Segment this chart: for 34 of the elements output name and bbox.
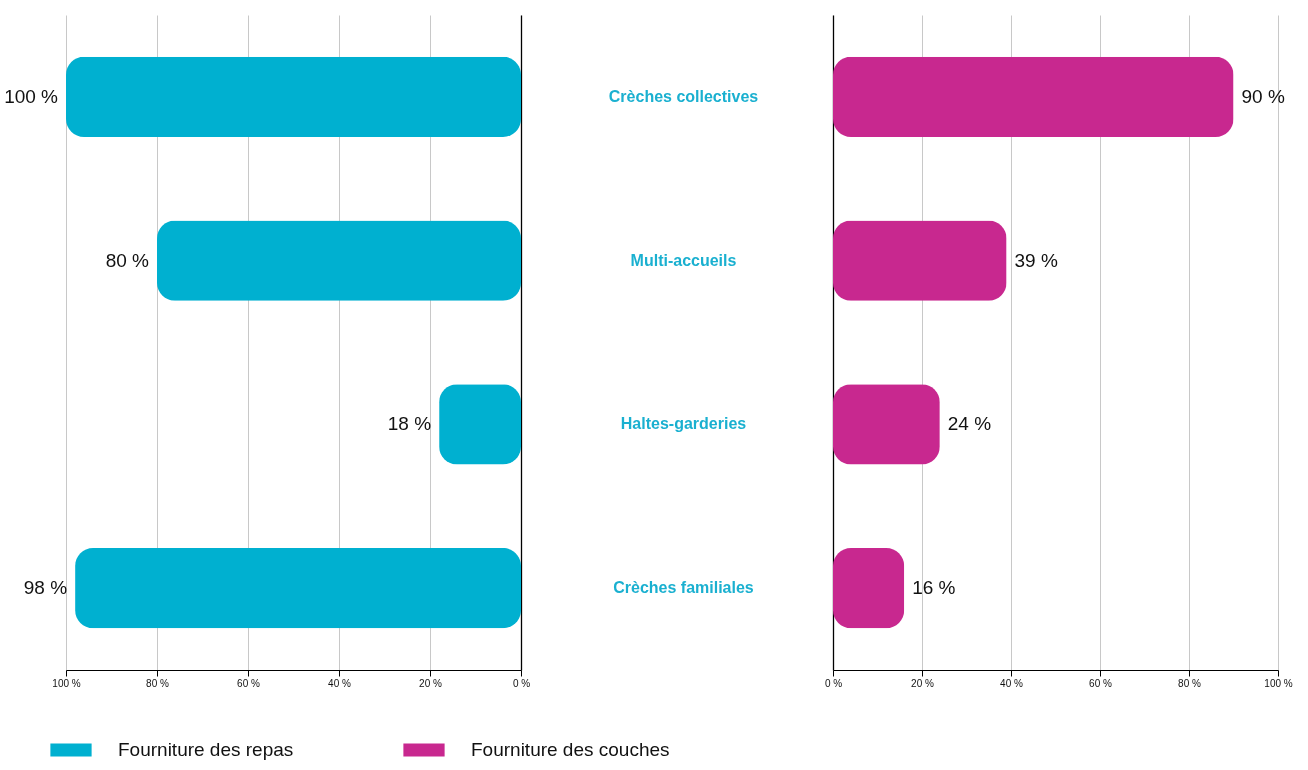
x-tick-label: 100 % xyxy=(52,677,81,689)
x-tick-label: 40 % xyxy=(1000,677,1023,689)
x-tick-label: 100 % xyxy=(1264,677,1293,689)
data-label: 90 % xyxy=(1241,85,1285,107)
x-tick-label: 60 % xyxy=(237,677,260,689)
bar xyxy=(157,220,521,301)
x-tick-label: 20 % xyxy=(419,677,442,689)
y-tick-label: Haltes-garderies xyxy=(620,415,747,433)
x-tick-label: 0 % xyxy=(512,677,531,689)
bar xyxy=(75,548,521,629)
bar xyxy=(833,384,940,465)
x-tick-label: 0 % xyxy=(824,677,843,689)
bar xyxy=(833,548,905,629)
legend-label: Fourniture des repas xyxy=(118,739,294,760)
legend-label: Fourniture des couches xyxy=(471,739,670,760)
y-tick-label: Crèches collectives xyxy=(608,87,759,105)
data-label: 18 % xyxy=(387,413,432,435)
bar xyxy=(66,56,521,137)
x-tick-label: 80 % xyxy=(1178,677,1201,689)
data-label: 39 % xyxy=(1014,249,1058,271)
data-label: 100 % xyxy=(4,85,59,107)
data-label: 80 % xyxy=(105,249,150,271)
y-tick-label: Crèches familiales xyxy=(613,579,754,597)
bar xyxy=(833,56,1234,137)
x-tick-label: 40 % xyxy=(328,677,351,689)
bar xyxy=(833,220,1007,301)
data-label: 24 % xyxy=(947,413,992,435)
x-tick-label: 80 % xyxy=(146,677,169,689)
x-tick-label: 60 % xyxy=(1089,677,1112,689)
data-label: 98 % xyxy=(23,577,68,599)
data-label: 16 % xyxy=(912,577,956,599)
y-tick-label: Multi-accueils xyxy=(630,251,737,269)
bar xyxy=(439,384,521,465)
x-tick-label: 20 % xyxy=(911,677,934,689)
